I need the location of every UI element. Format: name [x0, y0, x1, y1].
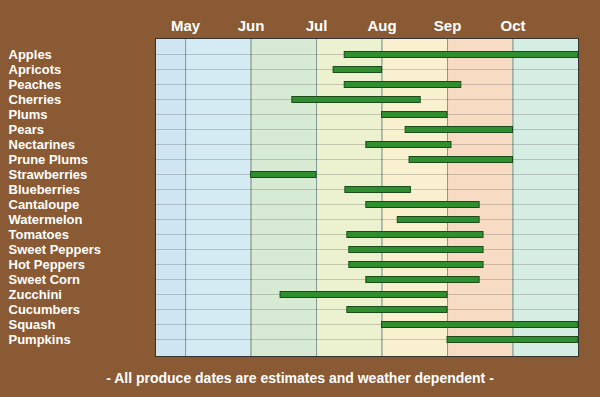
- svg-text:Tomatoes: Tomatoes: [9, 227, 69, 242]
- svg-text:Watermelon: Watermelon: [9, 212, 83, 227]
- svg-text:Pears: Pears: [9, 122, 44, 137]
- svg-text:Sweet Corn: Sweet Corn: [9, 272, 81, 287]
- html-text:- All produce dates are estima: - All produce dates are estimates and we…: [106, 370, 494, 386]
- svg-text:May: May: [171, 17, 201, 34]
- svg-text:Nectarines: Nectarines: [9, 137, 75, 152]
- svg-text:Apricots: Apricots: [9, 62, 62, 77]
- svg-text:Jun: Jun: [238, 17, 265, 34]
- svg-text:Hot Peppers: Hot Peppers: [9, 257, 86, 272]
- svg-text:Plums: Plums: [9, 107, 48, 122]
- svg-text:Strawberries: Strawberries: [9, 167, 88, 182]
- svg-text:Zucchini: Zucchini: [9, 287, 62, 302]
- svg-text:Squash: Squash: [9, 317, 56, 332]
- svg-text:Sweet Peppers: Sweet Peppers: [9, 242, 102, 257]
- svg-text:Cucumbers: Cucumbers: [9, 302, 81, 317]
- svg-text:Cantaloupe: Cantaloupe: [9, 197, 80, 212]
- svg-text:Pumpkins: Pumpkins: [9, 332, 71, 347]
- svg-text:Sep: Sep: [434, 17, 462, 34]
- svg-text:Prune Plums: Prune Plums: [9, 152, 88, 167]
- svg-text:Oct: Oct: [501, 17, 526, 34]
- svg-text:Jul: Jul: [306, 17, 328, 34]
- svg-text:Cherries: Cherries: [9, 92, 62, 107]
- svg-text:Blueberries: Blueberries: [9, 182, 81, 197]
- svg-text:Apples: Apples: [9, 47, 52, 62]
- svg-text:Aug: Aug: [367, 17, 396, 34]
- svg-text:Peaches: Peaches: [9, 77, 62, 92]
